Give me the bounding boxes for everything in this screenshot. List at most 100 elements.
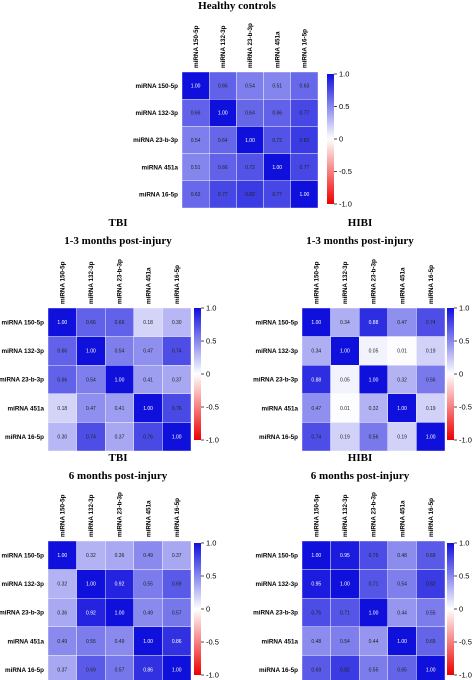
heatmap-cell	[76, 626, 106, 656]
cell-value-label: 0.36	[115, 553, 125, 559]
cell-value-label: 0.36	[57, 610, 67, 616]
row-label: miRNA 132-3p	[256, 348, 299, 355]
cell-value-label: 0.82	[245, 192, 255, 198]
cell-value-label: 0.54	[115, 349, 125, 355]
heatmap-cell	[133, 422, 163, 452]
cell-value-label: 0.74	[311, 435, 321, 441]
cell-value-label: 0.75	[311, 610, 321, 616]
row-label: miRNA 132-3p	[256, 581, 299, 588]
colorbar-tick-label: 0.5	[459, 572, 469, 581]
cell-value-label: 0.49	[143, 553, 153, 559]
cell-value-label: 0.01	[340, 406, 350, 412]
colorbar-tick-label: 0.5	[459, 337, 469, 346]
cell-value-label: 0.41	[143, 377, 153, 383]
heatmap-cell	[387, 365, 417, 395]
colorbar-tick-label: 0	[459, 370, 463, 379]
cell-value-label: 0.64	[218, 138, 228, 144]
row-label: miRNA 23-b-3p	[253, 610, 298, 617]
column-label: miRNA 150-5p	[60, 261, 67, 304]
cell-value-label: 1.00	[86, 582, 96, 588]
row-label: miRNA 132-3p	[2, 581, 45, 588]
cell-value-label: 0.72	[272, 138, 282, 144]
cell-value-label: 0.55	[426, 610, 436, 616]
heatmap-cell	[47, 393, 77, 423]
cell-value-label: 0.66	[86, 320, 96, 326]
colorbar-tick-label: 1.0	[459, 539, 469, 548]
row-label: miRNA 150-5p	[256, 320, 299, 327]
heatmap-cell	[133, 598, 163, 628]
row-label: miRNA 132-3p	[136, 110, 179, 117]
cell-value-label: 0.37	[57, 668, 67, 674]
heatmap-cell	[162, 365, 192, 395]
cell-value-label: 0.64	[245, 111, 255, 117]
colorbar-tick-label: -0.5	[339, 167, 352, 176]
cell-value-label: 0.56	[426, 377, 436, 383]
cell-value-label: 0.95	[340, 553, 350, 559]
cell-value-label: 0.77	[300, 111, 310, 117]
heatmap-cell	[162, 569, 192, 599]
heatmap-cell	[47, 422, 77, 452]
heatmap-cell	[387, 307, 417, 337]
column-label: miRNA 16-5p	[174, 265, 181, 304]
cell-value-label: 1.00	[115, 610, 125, 616]
column-label: miRNA 23-b-3p	[117, 259, 124, 304]
colorbar-tick-label: 0	[206, 370, 210, 379]
heatmap-cell	[387, 569, 417, 599]
colorbar-tick-label: 1.0	[206, 539, 216, 548]
heatmap-cell	[416, 422, 446, 452]
cell-value-label: 0.66	[218, 83, 228, 89]
row-label: miRNA 150-5p	[256, 553, 299, 560]
colorbar-tick-label: -1.0	[459, 671, 472, 680]
row-label: miRNA 23-b-3p	[133, 137, 178, 144]
heatmap-cell	[162, 655, 192, 680]
heatmap-cell	[359, 655, 389, 680]
cell-value-label: 0.32	[397, 377, 407, 383]
cell-value-label: 0.86	[143, 668, 153, 674]
cell-value-label: 0.71	[369, 582, 379, 588]
heatmap-cell	[236, 180, 264, 209]
colorbar-tick-label: 1.0	[339, 70, 349, 79]
heatmap-cell	[387, 336, 417, 366]
heatmap-cell	[236, 153, 264, 182]
cell-value-label: 0.19	[397, 435, 407, 441]
cell-value-label: 0.63	[191, 192, 201, 198]
row-label: miRNA 16-5p	[139, 192, 178, 199]
colorbar-tick-label: 1.0	[206, 304, 216, 313]
heatmap-cell	[181, 98, 210, 127]
colorbar	[447, 543, 454, 675]
column-label: miRNA 23-b-3p	[371, 492, 378, 537]
heatmap-cell	[104, 569, 134, 599]
heatmap-cell	[104, 598, 134, 628]
heatmap-cell	[330, 422, 360, 452]
heatmap-cell	[133, 365, 163, 395]
heatmap-cell	[416, 365, 446, 395]
heatmap-cell	[330, 655, 360, 680]
cell-value-label: 0.92	[115, 582, 125, 588]
cell-value-label: 0.82	[300, 138, 310, 144]
cell-value-label: 0.19	[426, 406, 436, 412]
column-label: miRNA 451a	[274, 31, 281, 68]
cell-value-label: 1.00	[218, 111, 228, 117]
cell-value-label: 0.66	[115, 320, 125, 326]
row-label: miRNA 132-3p	[2, 348, 45, 355]
heatmap-cell	[416, 540, 446, 570]
heatmap-cell	[263, 153, 292, 182]
cell-value-label: 1.00	[369, 610, 379, 616]
colorbar-tick-label: -0.5	[459, 403, 472, 412]
colorbar-tick-label: -0.5	[459, 638, 472, 647]
cell-value-label: 0.37	[172, 553, 182, 559]
heatmap-cell	[359, 598, 389, 628]
cell-value-label: 0.54	[397, 582, 407, 588]
column-label: miRNA 451a	[399, 500, 406, 537]
heatmap-cell	[359, 569, 389, 599]
cell-value-label: 1.00	[340, 582, 350, 588]
colorbar-tick-label: 0	[339, 135, 343, 144]
column-label: miRNA 16-5p	[428, 265, 435, 304]
heatmap-cell	[387, 655, 417, 680]
cell-value-label: 0.55	[369, 668, 379, 674]
cell-value-label: 0.66	[57, 349, 67, 355]
column-label: miRNA 16-5p	[302, 29, 309, 68]
